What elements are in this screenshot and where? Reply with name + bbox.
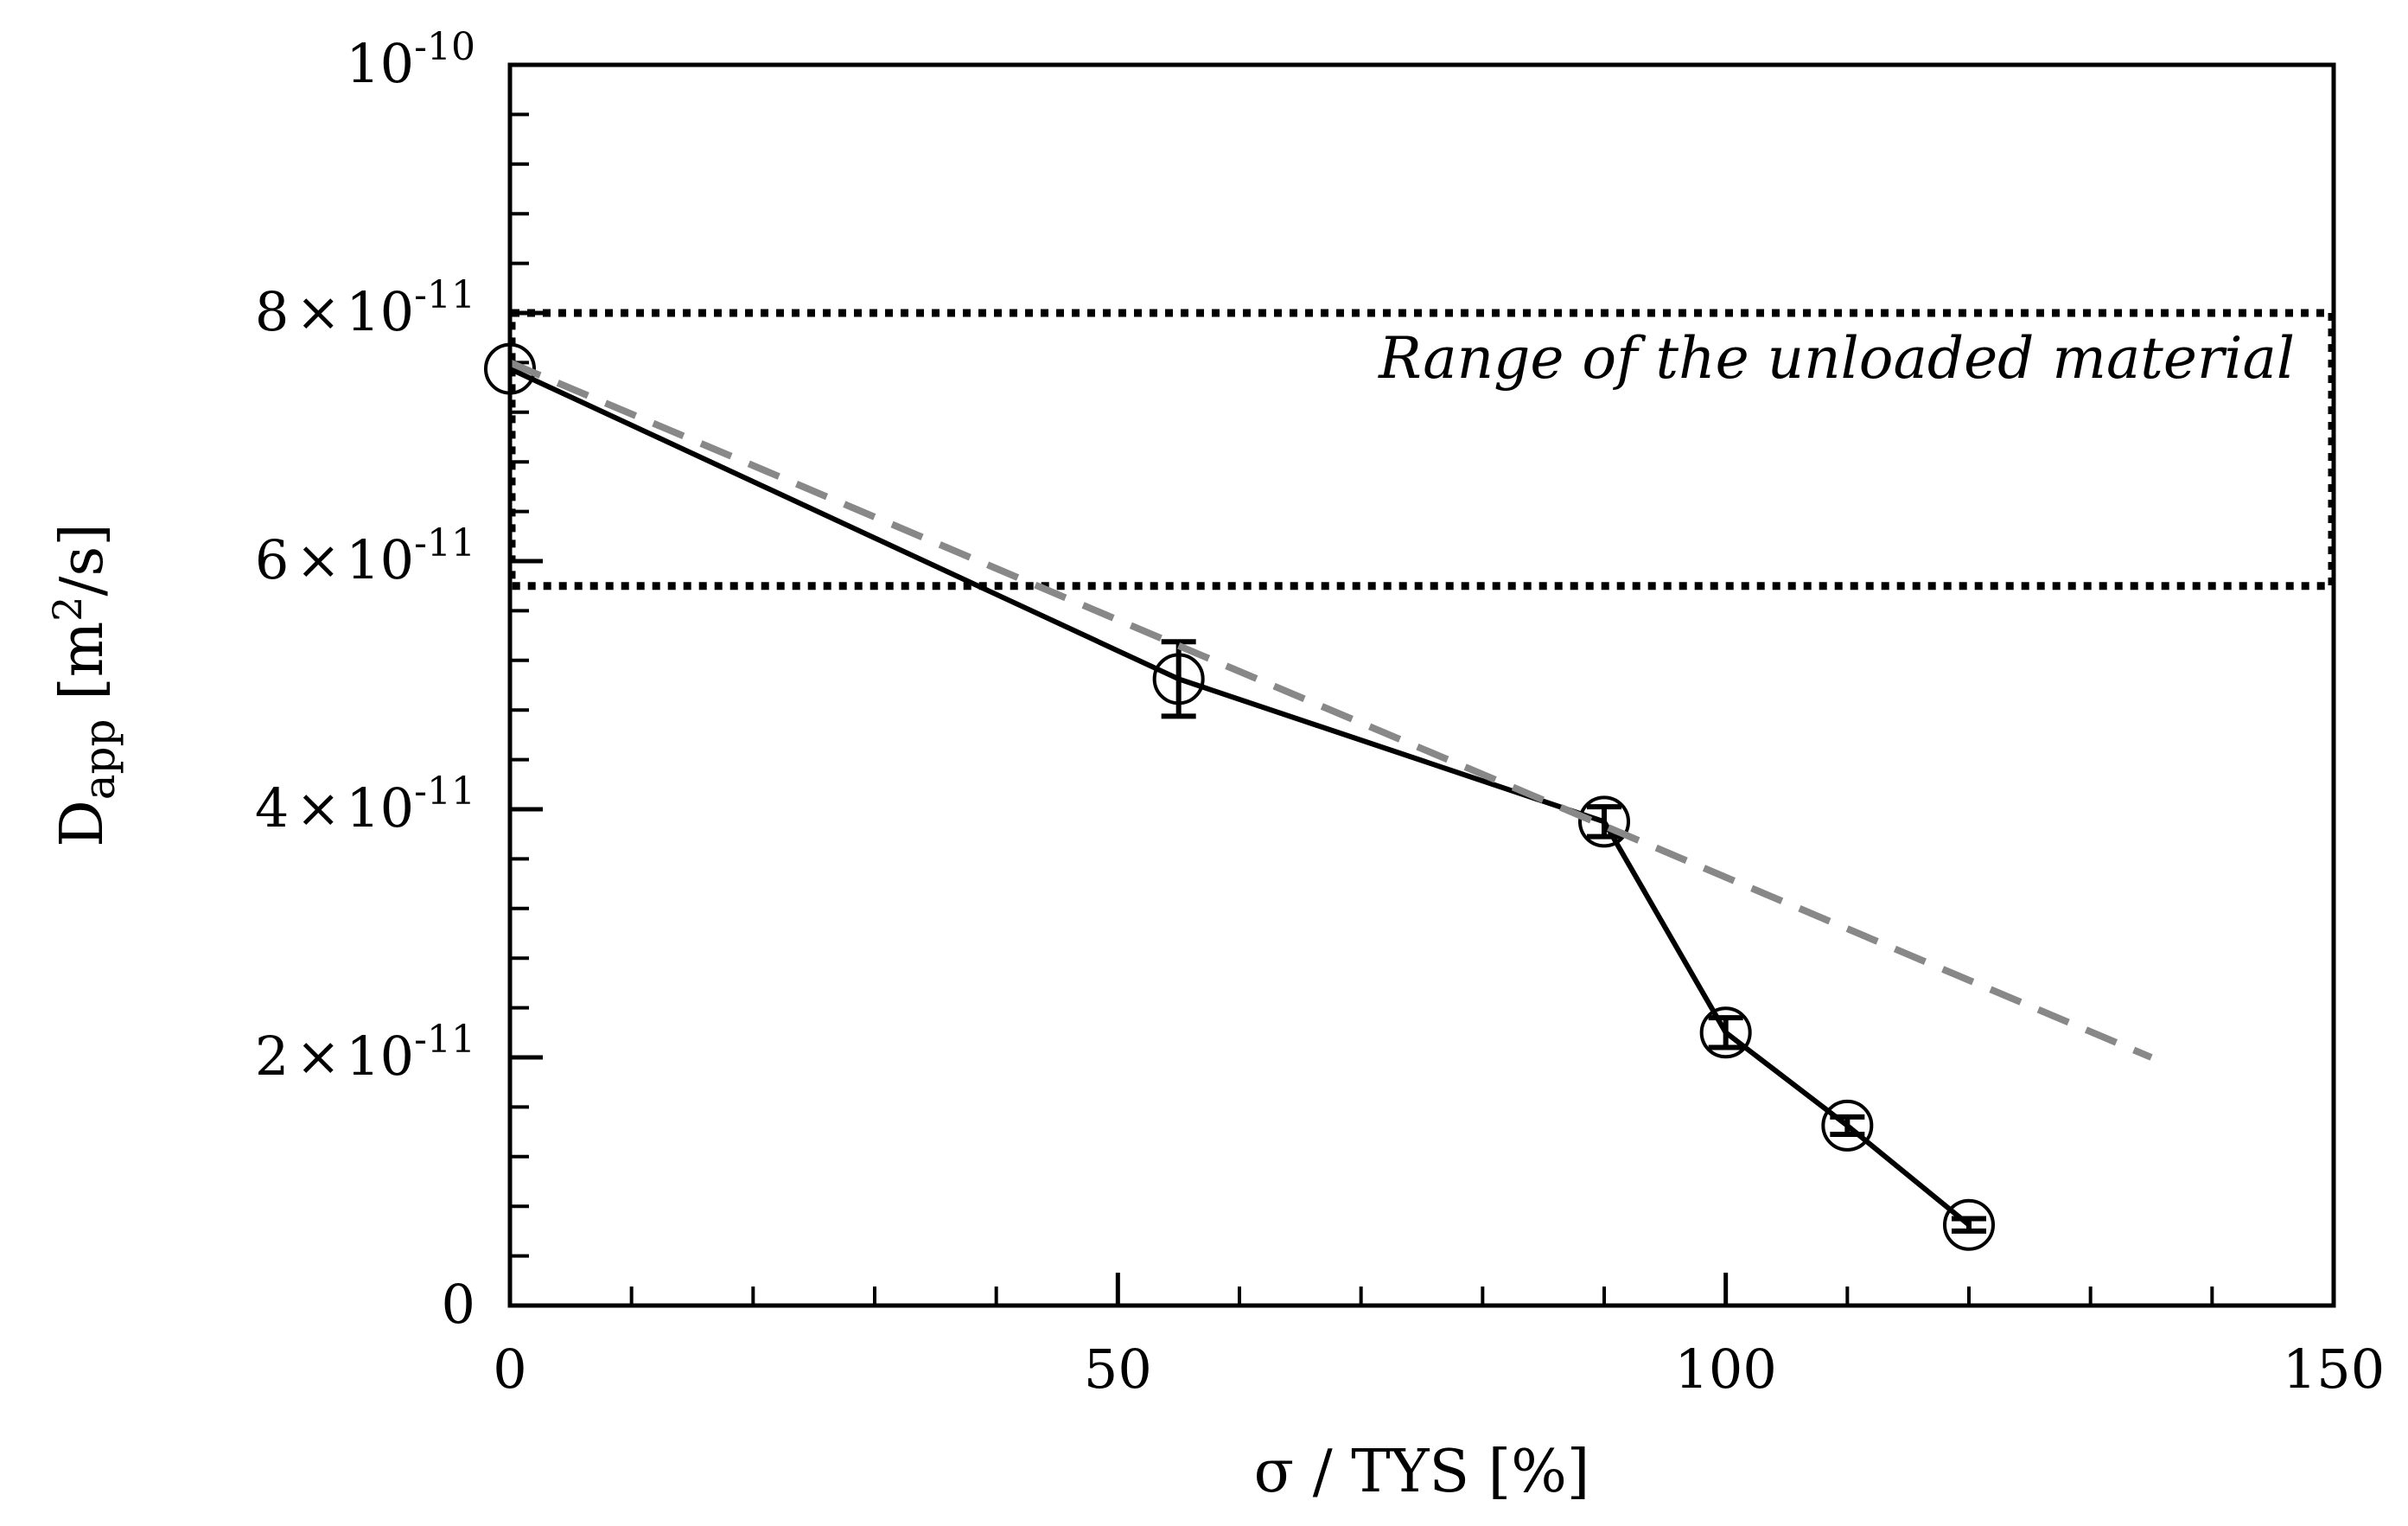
y-tick-times: × xyxy=(296,776,341,840)
y-tick-base: 10 xyxy=(346,280,414,343)
x-tick-labels: 0 50 100 150 xyxy=(493,1338,2385,1401)
y-tick-label: 0 xyxy=(442,1273,475,1336)
y-tick-mantissa: 2 xyxy=(255,1025,289,1088)
data-point-marker xyxy=(1821,1099,1874,1152)
y-title-base: D xyxy=(48,800,117,847)
y-tick-times: × xyxy=(296,528,341,591)
y-tick-mantissa: 8 xyxy=(255,280,289,343)
y-title-sub: app xyxy=(74,718,124,800)
y-tick-base: 10 xyxy=(346,528,414,591)
y-tick-exp: -11 xyxy=(414,1018,475,1062)
y-tick-base: 10 xyxy=(346,32,414,95)
x-tick-label: 100 xyxy=(1674,1338,1776,1401)
y-tick-exp: -11 xyxy=(414,521,475,565)
x-tick-label: 0 xyxy=(493,1338,526,1401)
data-point-marker xyxy=(1699,1006,1752,1059)
y-tick-times: × xyxy=(296,1025,341,1088)
y-axis-title: Dapp [m2/s] xyxy=(44,523,124,847)
y-tick-exp: -11 xyxy=(414,769,475,814)
data-point-marker xyxy=(1578,795,1630,848)
y-tick-base: 10 xyxy=(346,776,414,840)
y-title-unit-sup: 2 xyxy=(44,597,91,622)
y-tick-label: 4 ×10-11 xyxy=(255,769,475,840)
y-tick-base: 10 xyxy=(346,1025,414,1088)
plot-frame xyxy=(507,62,2336,1308)
y-tick-label: 6 ×10-11 xyxy=(255,521,475,591)
measured-line xyxy=(508,366,1971,1228)
major-ticks xyxy=(507,62,2336,1308)
y-tick-mantissa: 6 xyxy=(255,528,289,591)
y-tick-label: 2 ×10-11 xyxy=(255,1018,475,1088)
x-axis-title: σ / TYS [%] xyxy=(1254,1438,1590,1506)
trend-line-dashed xyxy=(508,359,2153,1061)
y-tick-label: 10-10 xyxy=(346,25,475,95)
y-tick-times: × xyxy=(296,280,341,343)
series-group xyxy=(484,342,2153,1251)
minor-ticks xyxy=(510,112,2214,1306)
x-tick-label: 50 xyxy=(1084,1338,1152,1401)
y-tick-mantissa: 4 xyxy=(255,776,289,840)
y-tick-mantissa: 0 xyxy=(442,1273,475,1336)
y-title-unit-pre: [m xyxy=(48,622,117,719)
x-tick-label: 150 xyxy=(2283,1338,2385,1401)
y-tick-exp: -10 xyxy=(414,25,475,69)
y-tick-label: 8 ×10-11 xyxy=(255,273,475,343)
y-tick-exp: -11 xyxy=(414,273,475,317)
y-title-unit-post: /s] xyxy=(48,523,117,596)
band-annotation: Range of the unloaded material xyxy=(1378,325,2295,392)
data-point-marker xyxy=(1943,1198,1995,1251)
